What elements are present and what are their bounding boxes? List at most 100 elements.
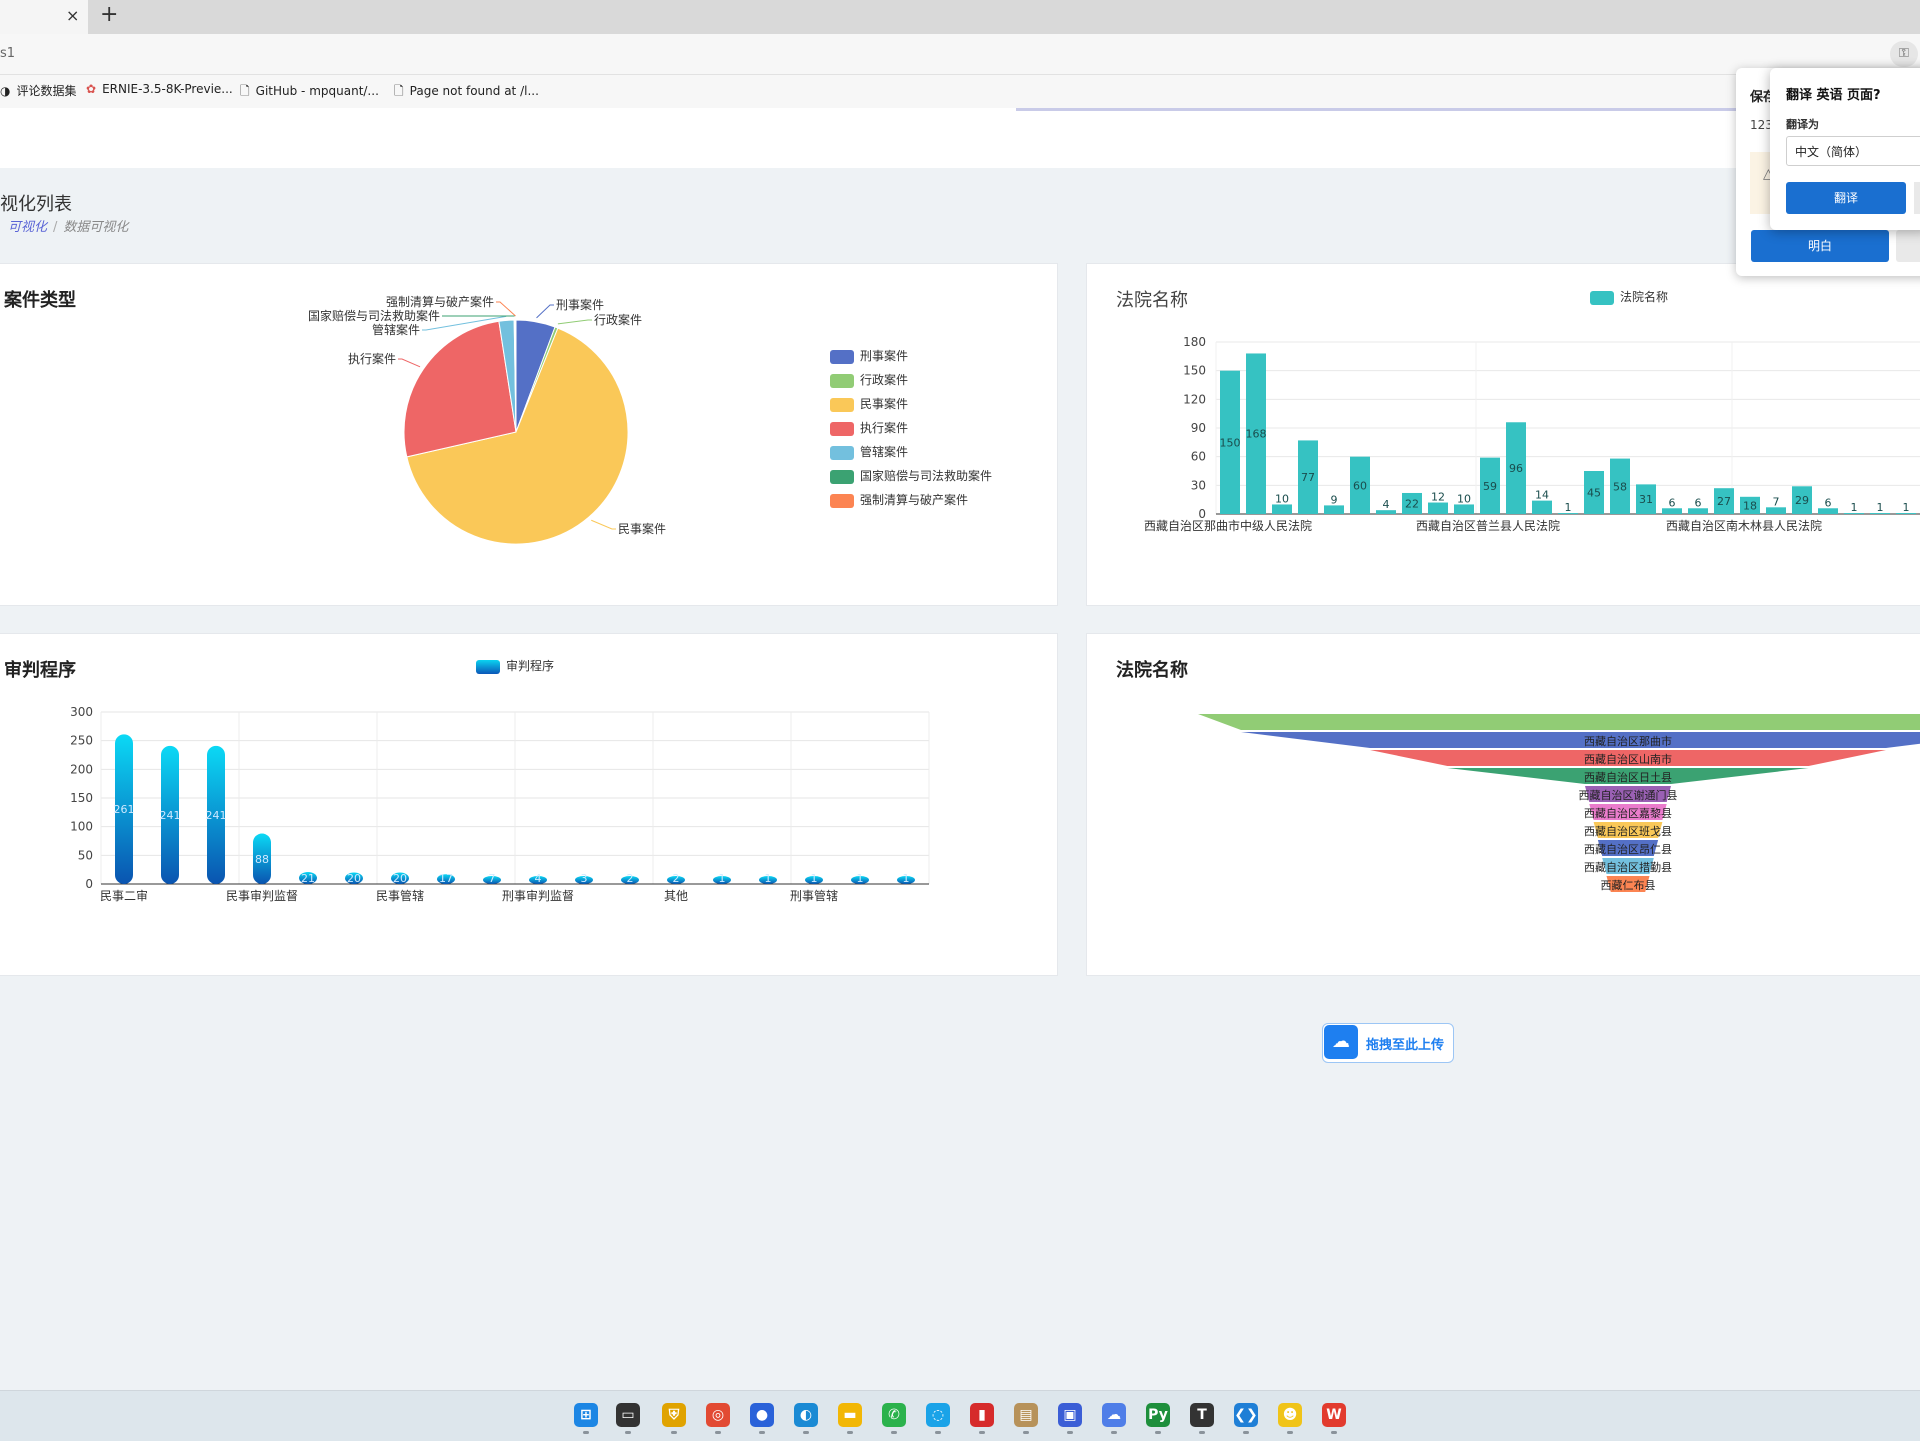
bookmark-item[interactable]: 🗋GitHub - mpquant/... [240, 82, 379, 103]
pie-slice-label: 刑事案件 [556, 297, 604, 312]
y-tick-label: 200 [70, 762, 93, 776]
bookmark-label: 评论数据集 [16, 84, 76, 98]
language-select[interactable]: 中文（简体） [1786, 136, 1920, 166]
legend-label: 管辖案件 [860, 445, 908, 459]
funnel-label: 西藏自治区那曲市 [1584, 734, 1672, 748]
translate-popup-title: 翻译 英语 页面? [1786, 84, 1881, 103]
ernie-logo-icon: ✿ [86, 82, 96, 96]
translate-button[interactable]: 翻译 [1786, 182, 1906, 214]
funnel-label: 西藏自治区嘉黎县 [1584, 806, 1672, 820]
bar-value-label: 4 [535, 872, 542, 885]
bar-value-label: 1 [1851, 501, 1858, 514]
pie-legend-item[interactable]: 国家赔偿与司法救助案件 [830, 467, 992, 484]
pie-legend-item[interactable]: 强制清算与破产案件 [830, 491, 968, 508]
pie-slice-label: 国家赔偿与司法救助案件 [308, 308, 440, 323]
bar-value-label: 29 [1795, 494, 1809, 507]
bar-value-label: 18 [1743, 499, 1757, 512]
chrome-icon[interactable]: ◎ [706, 1403, 730, 1427]
address-bar[interactable] [0, 34, 1920, 75]
vscode-icon[interactable]: ❮❯ [1234, 1403, 1258, 1427]
y-tick-label: 180 [1183, 335, 1206, 349]
bar-value-label: 77 [1301, 471, 1315, 484]
running-indicator [891, 1431, 897, 1434]
edge-icon[interactable]: ◐ [794, 1403, 818, 1427]
running-indicator [1023, 1431, 1029, 1434]
pycharm-icon[interactable]: Py [1146, 1403, 1170, 1427]
running-indicator [1287, 1431, 1293, 1434]
secondary-button[interactable] [1896, 230, 1920, 262]
bookmark-item[interactable]: ✿ERNIE-3.5-8K-Previe... [86, 82, 233, 96]
bookmark-label: GitHub - mpquant/... [256, 84, 379, 98]
yellow-app-icon[interactable]: ☻ [1278, 1403, 1302, 1427]
x-tick-label: 刑事审判监督 [502, 888, 574, 903]
running-indicator [625, 1431, 631, 1434]
secondary-button[interactable] [1914, 182, 1920, 214]
funnel-label: 西藏自治区措勤县 [1584, 860, 1672, 874]
bar-value-label: 1 [1565, 501, 1572, 514]
x-tick-label: 其他 [664, 889, 688, 903]
blue-circle-app-icon[interactable]: ● [750, 1403, 774, 1427]
task-view-icon[interactable]: ▭ [616, 1403, 640, 1427]
bar-value-label: 27 [1717, 495, 1731, 508]
wechat-icon[interactable]: ✆ [882, 1403, 906, 1427]
funnel-label: 西藏自治区班戈县 [1584, 824, 1672, 838]
bar-value-label: 7 [489, 872, 496, 885]
address-text[interactable]: s1 [0, 46, 15, 61]
taskbar [0, 1390, 1920, 1441]
bar-value-label: 59 [1483, 480, 1497, 493]
page-title: 视化列表 [0, 190, 72, 216]
pie-legend-item[interactable]: 民事案件 [830, 395, 908, 412]
bar-value-label: 3 [581, 872, 588, 885]
bar-value-label: 22 [1405, 497, 1419, 510]
bar-value-label: 31 [1639, 493, 1653, 506]
pie-legend-item[interactable]: 执行案件 [830, 419, 908, 436]
bar-value-label: 58 [1613, 480, 1627, 493]
legend-label: 民事案件 [860, 397, 908, 411]
pie-legend-item[interactable]: 管辖案件 [830, 443, 908, 460]
legend-swatch [830, 422, 854, 436]
baidu-netdisk-icon[interactable]: ☁ [1102, 1403, 1126, 1427]
bar-value-label: 10 [1275, 492, 1289, 505]
security-shield-icon[interactable]: ⛨ [662, 1403, 686, 1427]
bar-value-label: 88 [255, 853, 269, 866]
legend-swatch [830, 398, 854, 412]
bar-value-label: 45 [1587, 487, 1601, 500]
close-tab-icon[interactable]: × [66, 6, 79, 25]
funnel-segment [1198, 714, 1920, 730]
breadcrumb-link[interactable]: 可视化 [8, 220, 47, 235]
wps-icon[interactable]: W [1322, 1403, 1346, 1427]
key-icon[interactable]: ⚿ [1890, 41, 1918, 67]
y-tick-label: 100 [70, 820, 93, 834]
bar-value-label: 6 [1695, 496, 1702, 509]
pie-label-line [398, 359, 420, 367]
funnel-label: 西藏自治区山南市 [1584, 752, 1672, 766]
running-indicator [935, 1431, 941, 1434]
running-indicator [759, 1431, 765, 1434]
remote-desktop-icon[interactable]: ▣ [1058, 1403, 1082, 1427]
pie-legend-item[interactable]: 刑事案件 [830, 347, 908, 364]
bookmark-item[interactable]: 🗋Page not found at /l... [394, 82, 539, 103]
pie-legend-item[interactable]: 行政案件 [830, 371, 908, 388]
pie-slice-label: 管辖案件 [372, 322, 420, 337]
pie-slice-label: 行政案件 [594, 312, 642, 327]
y-tick-label: 0 [85, 877, 93, 891]
bar-value-label: 4 [1383, 498, 1390, 511]
y-tick-label: 30 [1191, 478, 1206, 492]
typora-icon[interactable]: T [1190, 1403, 1214, 1427]
court-bar [1532, 501, 1552, 514]
new-tab-button[interactable]: + [100, 2, 118, 27]
got-it-button[interactable]: 明白 [1751, 230, 1889, 262]
page-icon: 🗋 [394, 82, 404, 103]
cloud-upload-icon: ☁ [1324, 1025, 1358, 1059]
red-app-icon[interactable]: ▮ [970, 1403, 994, 1427]
court-bar [1272, 504, 1292, 514]
bar-value-label: 9 [1331, 493, 1338, 506]
notes-app-icon[interactable]: ▤ [1014, 1403, 1038, 1427]
bar-value-label: 1 [903, 872, 910, 885]
pie-slice-label: 强制清算与破产案件 [386, 294, 494, 309]
bookmark-item[interactable]: ◑评论数据集 [0, 82, 77, 99]
file-explorer-icon[interactable]: ▬ [838, 1403, 862, 1427]
windows-start-icon[interactable]: ⊞ [574, 1403, 598, 1427]
chat-app-icon[interactable]: ◌ [926, 1403, 950, 1427]
bar-value-label: 1 [1877, 501, 1884, 514]
